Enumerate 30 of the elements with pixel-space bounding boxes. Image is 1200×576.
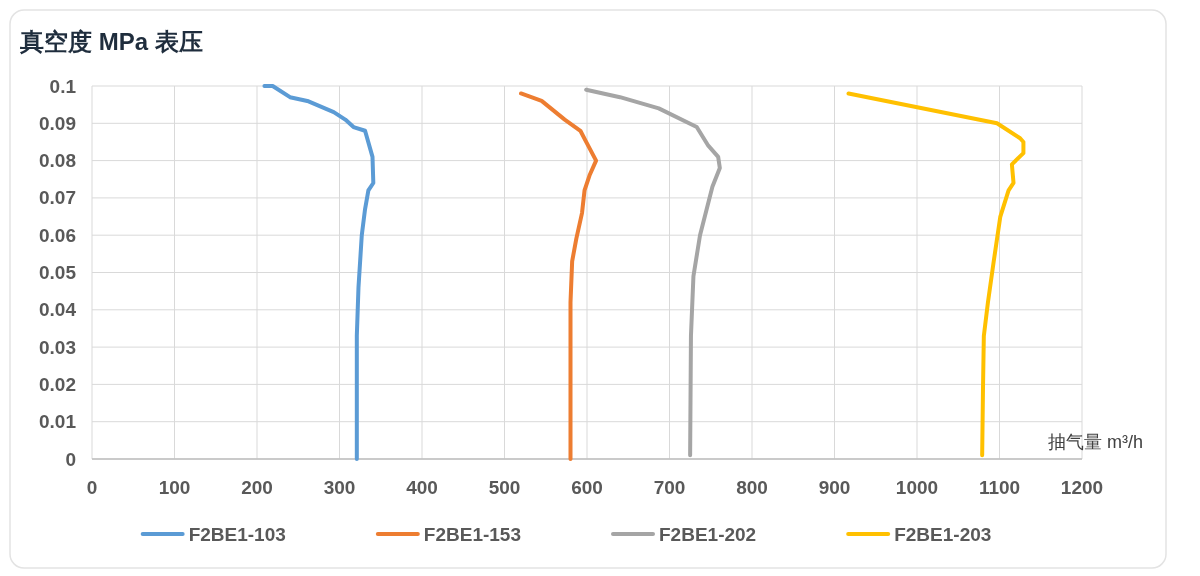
y-tick-label: 0.09 [39,112,76,134]
x-tick-label: 1000 [895,476,939,498]
legend-label: F2BE1-203 [894,523,992,545]
y-tick-label: 0.06 [39,224,76,246]
x-tick-label: 700 [653,476,686,498]
legend-label: F2BE1-153 [423,523,521,545]
legend-label: F2BE1-202 [659,523,757,545]
x-tick-label: 1100 [978,476,1021,498]
y-tick-label: 0.04 [39,299,77,321]
x-tick-label: 400 [406,476,438,498]
y-tick-label: 0 [65,448,76,470]
x-tick-label: 500 [488,476,521,498]
y-tick-label: 0.05 [39,262,77,283]
x-axis-title: 抽气量 m³/h [1047,432,1143,452]
y-tick-label: 0.08 [39,150,76,172]
x-tick-label: 200 [241,476,273,498]
y-tick-label: 0.1 [49,75,77,97]
x-tick-label: 0 [86,476,98,498]
x-tick-label: 800 [736,476,768,498]
legend-label: F2BE1-103 [188,523,286,545]
x-tick-label: 900 [818,476,851,498]
x-tick-label: 300 [323,476,356,498]
y-tick-label: 0.01 [39,411,77,433]
x-tick-label: 100 [158,476,191,498]
x-tick-label: 600 [571,476,603,498]
y-axis-title: 真空度 MPa 表压 [19,27,203,55]
y-tick-label: 0.02 [39,373,76,395]
x-tick-label: 1200 [1060,476,1104,498]
y-tick-label: 0.07 [39,187,76,209]
y-tick-label: 0.03 [39,336,76,358]
